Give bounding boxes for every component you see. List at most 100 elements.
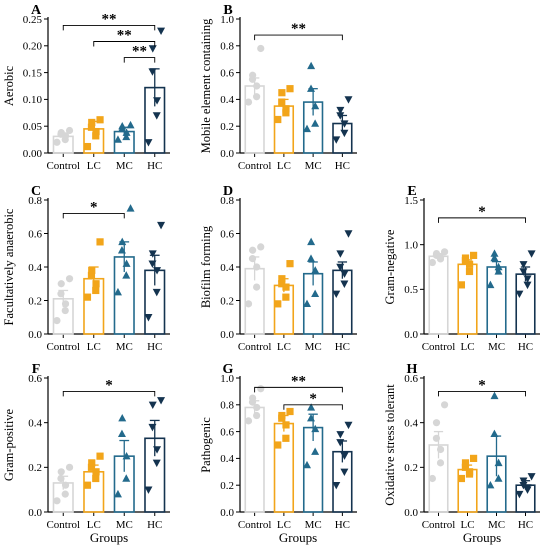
data-point-control xyxy=(249,246,257,254)
data-point-control xyxy=(65,463,74,471)
data-point-hc xyxy=(144,486,153,494)
y-axis-title: Biofilm forming xyxy=(199,225,213,308)
y-tick-label: 0.6 xyxy=(220,67,234,79)
panel-letter: C xyxy=(31,184,41,199)
data-point-hc xyxy=(523,484,532,492)
x-tick-label-lc: LC xyxy=(277,341,291,353)
data-point-control xyxy=(436,445,445,454)
data-point-mc xyxy=(122,132,131,141)
y-axis-title: Facultatively anaerobic xyxy=(2,208,16,325)
data-point-control xyxy=(57,280,65,288)
data-point-hc xyxy=(332,290,341,298)
panel-e: 0.0 0.5 1.0 1.5 Control LC MC HC * E Gram-negative xyxy=(383,184,540,353)
data-point-hc xyxy=(332,482,341,490)
data-point-hc xyxy=(152,459,161,468)
panel-letter: A xyxy=(31,3,42,18)
significance-label: ** xyxy=(117,28,132,44)
data-point-mc xyxy=(490,429,499,438)
x-tick-label-hc: HC xyxy=(335,341,350,353)
data-point-lc xyxy=(87,123,96,131)
data-point-hc xyxy=(336,250,345,258)
data-point-control xyxy=(249,394,257,402)
data-point-hc xyxy=(515,490,524,499)
x-tick-label-mc: MC xyxy=(116,341,133,353)
y-tick-label: 0.15 xyxy=(23,67,43,79)
data-point-lc xyxy=(96,238,104,246)
data-point-hc xyxy=(153,446,162,454)
x-tick-label-lc: LC xyxy=(87,160,101,172)
panel-f: 0.0 0.2 0.4 0.6 Control LC MC HC * F Gram-positive xyxy=(2,362,170,531)
x-tick-label-mc: MC xyxy=(305,160,322,172)
data-point-lc xyxy=(274,115,282,124)
significance-bracket xyxy=(62,212,125,219)
data-point-control xyxy=(57,468,65,476)
y-tick-label: 0.20 xyxy=(23,41,43,53)
y-tick-label: 0.2 xyxy=(28,462,42,474)
data-point-lc xyxy=(469,454,478,462)
y-axis-title: Gram-positive xyxy=(2,408,16,481)
data-point-hc xyxy=(144,139,153,147)
data-point-hc xyxy=(523,275,532,283)
data-point-control xyxy=(436,459,445,467)
data-point-mc xyxy=(486,280,495,289)
x-tick-label-hc: HC xyxy=(147,519,162,531)
data-point-lc xyxy=(83,293,92,301)
panel-h: 0.0 0.2 0.4 0.6 Control LC MC HC * H Oxidative str… xyxy=(383,362,540,531)
data-point-lc xyxy=(282,421,290,429)
data-point-lc xyxy=(278,89,286,97)
data-point-lc xyxy=(87,463,96,471)
y-tick-label: 0.2 xyxy=(404,462,418,474)
data-point-control xyxy=(244,98,253,106)
y-tick-label: 0.0 xyxy=(28,507,42,519)
data-point-lc xyxy=(282,109,290,117)
significance-label: ** xyxy=(291,21,306,37)
x-tick-label-control: Control xyxy=(422,519,456,531)
data-point-mc xyxy=(494,267,503,275)
significance-bracket xyxy=(62,390,156,397)
data-point-mc xyxy=(311,447,320,455)
data-point-lc xyxy=(92,474,100,483)
y-tick-label: 0.2 xyxy=(220,121,234,133)
x-tick-label-lc: LC xyxy=(87,519,101,531)
data-point-mc xyxy=(307,237,316,246)
x-tick-label-mc: MC xyxy=(116,519,133,531)
data-point-control xyxy=(65,275,74,283)
data-point-mc xyxy=(307,403,316,411)
y-tick-label: 0.00 xyxy=(23,148,43,160)
data-point-control xyxy=(428,258,437,267)
data-point-mc xyxy=(494,458,503,467)
data-point-control xyxy=(428,474,437,483)
data-point-hc xyxy=(148,423,157,432)
data-point-mc xyxy=(117,429,126,438)
data-point-hc xyxy=(152,112,161,120)
y-tick-label: 0.0 xyxy=(220,148,234,160)
data-point-hc xyxy=(148,401,157,409)
y-tick-label: 0.6 xyxy=(28,228,42,240)
significance-bracket xyxy=(438,217,526,223)
y-axis-title: Oxidative stress tolerant xyxy=(383,384,397,506)
data-point-hc xyxy=(519,268,528,276)
data-point-lc xyxy=(88,266,96,274)
data-point-control xyxy=(432,419,441,427)
y-tick-label: 0.0 xyxy=(404,329,418,341)
x-tick-label-lc: LC xyxy=(460,341,474,353)
y-axis-title: Pathogenic xyxy=(199,417,213,473)
data-point-control xyxy=(57,290,65,298)
data-point-control xyxy=(61,306,69,315)
data-point-control xyxy=(53,317,61,325)
data-point-control xyxy=(432,434,441,442)
data-point-lc xyxy=(274,441,282,449)
y-tick-label: 1.0 xyxy=(404,239,418,251)
data-point-control xyxy=(253,93,261,101)
x-tick-label-control: Control xyxy=(46,519,80,531)
y-tick-label: 0.8 xyxy=(220,400,234,412)
data-point-mc xyxy=(118,237,127,246)
data-point-control xyxy=(432,250,441,258)
panel-letter: D xyxy=(223,184,233,199)
data-point-hc xyxy=(153,267,162,275)
y-axis-title: Gram-negative xyxy=(383,229,397,304)
data-point-hc xyxy=(515,290,524,298)
data-point-mc xyxy=(113,489,122,498)
data-point-control xyxy=(53,138,61,146)
panel-g: 0.0 0.2 0.4 0.6 0.8 1.0 Control LC MC HC *** G Patho… xyxy=(199,362,357,531)
